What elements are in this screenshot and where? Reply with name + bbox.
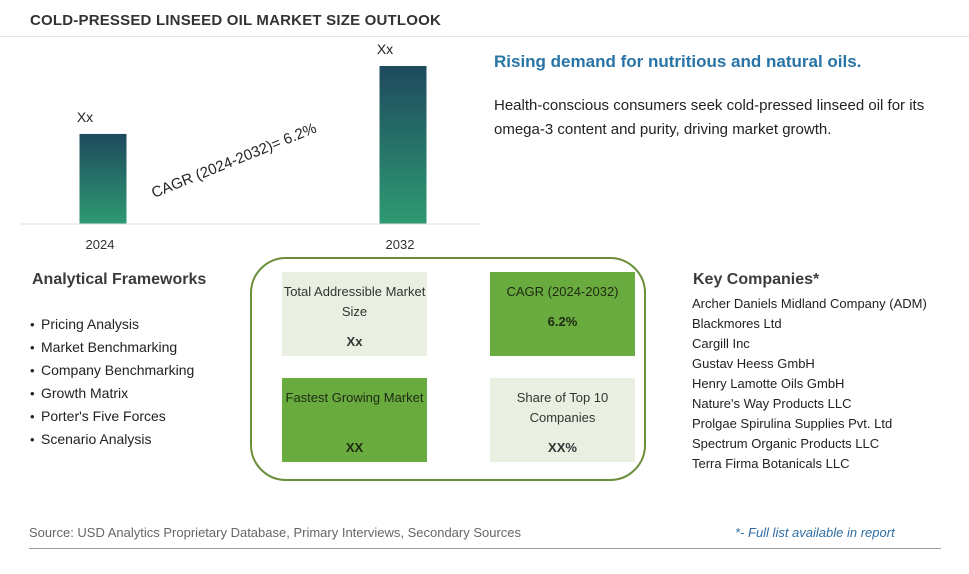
market-size-chart: Xx 2024 Xx 2032 CAGR (2024-2032)= 6.2% [20,41,480,252]
bar-2024 [79,133,127,224]
bar-value-label: Xx [77,109,93,125]
list-item: Cargill Inc [692,336,750,351]
source-note: Source: USD Analytics Proprietary Databa… [29,525,522,540]
x-tick-label: 2032 [386,237,415,252]
x-tick-label: 2024 [86,237,115,252]
top10-share-value: XX% [548,440,577,455]
bullet-icon: • [30,386,35,401]
cagr-label: CAGR (2024-2032) [506,284,619,299]
list-item: • Growth Matrix [30,382,194,405]
frameworks-list: • Pricing Analysis • Market Benchmarking •… [30,313,194,451]
list-item: Henry Lamotte Oils GmbH [692,376,845,391]
fastest-market-tile: Fastest Growing Market XX [282,378,427,462]
key-companies-list: Archer Daniels Midland Company (ADM) Bla… [692,294,927,474]
bullet-icon: • [30,409,35,424]
list-item: Blackmores Ltd [692,316,782,331]
tam-tile: Total Addressible Market Size Xx [282,272,427,356]
list-item: Gustav Heess GmbH [692,356,815,371]
cagr-annotation: CAGR (2024-2032)= 6.2% [149,120,319,202]
top-divider [0,36,969,37]
bullet-icon: • [30,317,35,332]
cagr-tile: CAGR (2024-2032) 6.2% [490,272,635,356]
headline: Rising demand for nutritious and natural… [494,52,862,71]
list-item: • Company Benchmarking [30,359,194,382]
metrics-panel: Total Addressible Market Size Xx CAGR (2… [250,257,646,481]
bar-value-label: Xx [377,41,393,57]
list-item: Archer Daniels Midland Company (ADM) [692,296,927,311]
bullet-icon: • [30,432,35,447]
list-item: Nature's Way Products LLC [692,396,852,411]
list-item: • Porter's Five Forces [30,405,194,428]
top10-share-label: Share of Top 10 Companies [516,390,609,425]
fastest-market-label: Fastest Growing Market [285,390,424,405]
cagr-value: 6.2% [547,314,578,329]
description: Health-conscious consumers seek cold-pre… [494,97,925,138]
bullet-icon: • [30,363,35,378]
key-companies-title: Key Companies* [693,271,820,288]
tam-value: Xx [346,334,363,349]
list-item: Prolgae Spirulina Supplies Pvt. Ltd [692,416,893,431]
list-item: Terra Firma Botanicals LLC [692,456,850,471]
list-item: Spectrum Organic Products LLC [692,436,880,451]
bullet-icon: • [30,340,35,355]
full-list-note: *- Full list available in report [735,525,895,540]
tam-label: Total Addressible Market Size [283,284,426,319]
fastest-market-value: XX [345,440,364,455]
list-item: • Pricing Analysis [30,313,194,336]
frameworks-title: Analytical Frameworks [32,271,207,288]
bar-2032 [379,66,427,224]
page-title: COLD-PRESSED LINSEED OIL MARKET SIZE OUT… [30,12,442,29]
top10-share-tile: Share of Top 10 Companies XX% [490,378,635,462]
list-item: • Market Benchmarking [30,336,194,359]
bottom-divider [29,548,941,549]
list-item: • Scenario Analysis [30,428,194,451]
